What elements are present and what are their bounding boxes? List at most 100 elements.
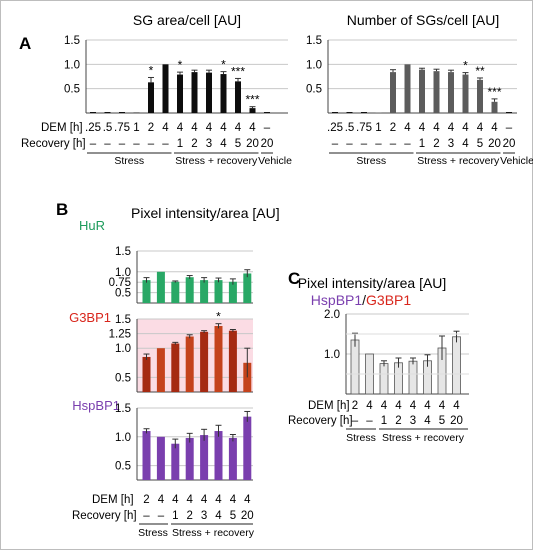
b-g3bp1-ytick-label: 1.5 bbox=[115, 314, 131, 326]
b-hur-bar bbox=[243, 273, 251, 303]
b-hur-chart: 1.51.00.750.5 bbox=[109, 246, 253, 303]
a-left-bar bbox=[148, 82, 154, 113]
panel-a-left-title: SG area/cell [AU] bbox=[133, 12, 241, 28]
a-recovery-value: 5 bbox=[235, 138, 241, 150]
a-recovery-value: 3 bbox=[206, 138, 212, 150]
b-dem-value: 4 bbox=[244, 494, 251, 506]
c-dem-value: 4 bbox=[439, 400, 446, 412]
c-ratio-ytick-label: 2.0 bbox=[324, 309, 340, 321]
a-left-bar bbox=[206, 73, 212, 113]
a-left-significance-mark: *** bbox=[231, 64, 245, 78]
panel-label-b: B bbox=[56, 200, 68, 219]
b-recovery-value: – bbox=[158, 510, 165, 522]
a-dem-value: .5 bbox=[103, 122, 113, 134]
a-right-significance-mark: * bbox=[463, 59, 468, 73]
hspbp1-name: HspBP1 bbox=[311, 292, 363, 308]
b-hspbp1-label: HspBP1 bbox=[72, 398, 120, 413]
c-ratio-chart: 2.0 1.0 bbox=[324, 309, 469, 394]
b-group-label: Stress bbox=[138, 527, 168, 539]
a-recovery-value: 2 bbox=[433, 138, 439, 150]
a-right-ytick-label: 0.5 bbox=[306, 84, 322, 96]
c-recovery-value: 4 bbox=[424, 415, 431, 427]
a-left-significance-mark: * bbox=[221, 58, 226, 72]
a-dem-value: 4 bbox=[404, 122, 411, 134]
a-dem-value: 4 bbox=[177, 122, 184, 134]
b-dem-value: 4 bbox=[215, 494, 222, 506]
b-hur-bar bbox=[200, 280, 208, 303]
a-right-ytick-label: 1.0 bbox=[306, 59, 322, 71]
a-recovery-value: 4 bbox=[462, 138, 469, 150]
a-recovery-value: – bbox=[375, 138, 382, 150]
b-hur-bar bbox=[157, 272, 165, 303]
b-dem-value: 4 bbox=[201, 494, 208, 506]
a-recovery-value: 2 bbox=[191, 138, 197, 150]
a-recovery-label: Recovery [h] bbox=[21, 138, 86, 150]
a-dem-value: 4 bbox=[448, 122, 455, 134]
a-dem-value: 4 bbox=[491, 122, 498, 134]
b-group-label: Stress + recovery bbox=[172, 527, 255, 539]
b-dem-value: 4 bbox=[230, 494, 237, 506]
b-dem-value: 4 bbox=[158, 494, 165, 506]
c-recovery-value: – bbox=[352, 415, 359, 427]
a-right-bar bbox=[419, 70, 425, 113]
a-recovery-value: – bbox=[148, 138, 155, 150]
b-hur-bar bbox=[186, 277, 194, 303]
b-recovery-value: 2 bbox=[186, 510, 192, 522]
a-recovery-value: 20 bbox=[503, 138, 516, 150]
c-recovery-value: 3 bbox=[410, 415, 416, 427]
g3bp1-name: G3BP1 bbox=[366, 292, 411, 308]
a-left-bar bbox=[192, 72, 198, 113]
c-recovery-value: 2 bbox=[395, 415, 401, 427]
a-recovery-value: – bbox=[361, 138, 368, 150]
b-recovery-value: 3 bbox=[201, 510, 207, 522]
b-g3bp1-chart: 1.51.251.00.5* bbox=[109, 310, 253, 392]
b-g3bp1-significance-mark: * bbox=[216, 310, 221, 324]
a-right-ytick-label: 1.5 bbox=[306, 35, 322, 47]
a-dem-value: 4 bbox=[433, 122, 440, 134]
a-recovery-value: 20 bbox=[246, 138, 259, 150]
a-right-chart: 1.51.00.5****** bbox=[306, 35, 517, 113]
a-recovery-value: – bbox=[133, 138, 140, 150]
a-dem-value: .25 bbox=[327, 122, 343, 134]
a-recovery-value: – bbox=[404, 138, 411, 150]
a-dem-value: 4 bbox=[477, 122, 484, 134]
a-dem-value: – bbox=[264, 122, 271, 134]
b-g3bp1-bar bbox=[200, 332, 208, 392]
b-hspbp1-bar bbox=[157, 437, 165, 480]
b-recovery-value: 5 bbox=[230, 510, 236, 522]
c-group-label: Stress bbox=[346, 432, 376, 444]
b-hur-ytick-label: 1.5 bbox=[115, 246, 131, 258]
b-hspbp1-ytick-label: 0.5 bbox=[115, 461, 131, 473]
a-dem-value: 4 bbox=[191, 122, 198, 134]
a-group-label: Stress bbox=[114, 155, 144, 167]
c-ratio-bar bbox=[380, 364, 388, 394]
a-left-chart: 1.51.00.5********* bbox=[64, 35, 288, 113]
b-g3bp1-bar bbox=[229, 331, 237, 392]
a-recovery-value: 3 bbox=[448, 138, 454, 150]
b-hspbp1-bar bbox=[243, 417, 251, 480]
a-group-label: Stress + recovery bbox=[417, 155, 500, 167]
a-dem-value: .5 bbox=[345, 122, 355, 134]
a-group-label: Stress bbox=[356, 155, 386, 167]
a-left-ytick-label: 0.5 bbox=[64, 84, 80, 96]
b-recovery-value: 4 bbox=[215, 510, 222, 522]
b-hspbp1-ytick-label: 1.5 bbox=[115, 403, 131, 415]
c-ratio-ytick-label: 1.0 bbox=[324, 349, 340, 361]
a-right-bar bbox=[390, 72, 396, 113]
a-dem-value: 4 bbox=[249, 122, 256, 134]
a-left-bar bbox=[163, 64, 169, 113]
b-g3bp1-label: G3BP1 bbox=[69, 310, 111, 325]
b-hspbp1-chart: 1.51.00.5 bbox=[115, 403, 253, 480]
a-recovery-value: 4 bbox=[220, 138, 227, 150]
a-recovery-value: – bbox=[90, 138, 97, 150]
a-dem-value: 4 bbox=[462, 122, 469, 134]
c-dem-value: 4 bbox=[453, 400, 460, 412]
a-group-label: Vehicle bbox=[500, 155, 533, 167]
a-right-bar bbox=[434, 71, 440, 113]
b-hur-bar bbox=[215, 280, 223, 303]
a-recovery-value: – bbox=[346, 138, 353, 150]
c-dem-value: 4 bbox=[395, 400, 402, 412]
a-left-significance-mark: *** bbox=[245, 93, 259, 107]
b-dem-value: 4 bbox=[172, 494, 179, 506]
